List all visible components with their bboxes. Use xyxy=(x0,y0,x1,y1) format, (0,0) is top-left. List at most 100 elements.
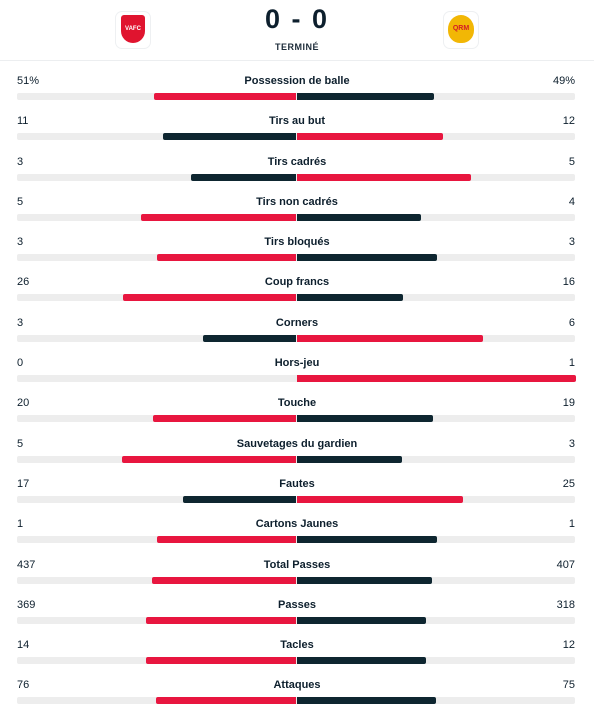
stat-away-bar xyxy=(297,697,436,705)
stat-home-bar xyxy=(145,657,296,665)
stat-home-value: 26 xyxy=(17,276,30,289)
stat-row: 11 Tirs au but 12 xyxy=(0,112,594,152)
stat-row: 3 Corners 6 xyxy=(0,314,594,354)
stat-bar-track xyxy=(17,536,575,544)
away-crest-text: QRM xyxy=(452,25,470,32)
stat-home-bar xyxy=(152,415,296,423)
stat-home-value: 5 xyxy=(17,195,24,208)
stat-home-bar xyxy=(156,254,296,262)
stat-home-value: 369 xyxy=(17,598,36,611)
stat-home-bar xyxy=(162,133,296,141)
stat-home-bar xyxy=(123,294,296,302)
stat-bar-track xyxy=(17,93,575,100)
stat-label: Tirs bloqués xyxy=(264,236,330,249)
stat-label: Corners xyxy=(275,316,319,329)
stat-label: Sauvetages du gardien xyxy=(236,437,358,450)
stat-away-bar xyxy=(297,616,427,624)
stat-label: Fautes xyxy=(279,477,315,490)
stat-row: 51% Possession de balle 49% xyxy=(0,72,594,112)
stat-row: 17 Fautes 25 xyxy=(0,475,594,515)
stat-away-bar xyxy=(297,657,426,665)
stat-label: Touche xyxy=(277,397,317,410)
stats-list: 51% Possession de balle 49% 11 Tirs au but 12… xyxy=(0,72,594,717)
stat-row: 5 Tirs non cadrés 4 xyxy=(0,193,594,233)
stat-away-bar xyxy=(297,213,421,221)
stat-away-value: 3 xyxy=(568,437,575,450)
stat-home-bar xyxy=(146,616,296,624)
stat-away-bar xyxy=(297,536,437,544)
stat-home-bar xyxy=(153,93,296,100)
stat-label: Possession de balle xyxy=(244,75,350,87)
stat-label: Tirs au but xyxy=(268,115,326,128)
stat-away-bar xyxy=(297,495,464,503)
stat-bar-track xyxy=(17,616,575,624)
stat-home-bar xyxy=(183,495,296,503)
stat-row: 1 Cartons Jaunes 1 xyxy=(0,515,594,555)
stat-bar-track xyxy=(17,657,575,665)
stat-away-bar xyxy=(297,93,434,100)
stat-home-bar xyxy=(191,173,296,181)
stat-label: Total Passes xyxy=(263,558,331,571)
stat-home-value: 11 xyxy=(17,115,29,128)
stat-away-value: 6 xyxy=(568,316,575,329)
stat-away-bar xyxy=(297,455,402,463)
stat-label: Passes xyxy=(278,598,316,611)
stat-label: Tirs cadrés xyxy=(267,155,327,168)
stat-row: 14 Tacles 12 xyxy=(0,636,594,676)
stat-away-bar xyxy=(297,415,433,423)
match-score: 0 - 0 xyxy=(264,4,330,34)
stat-bar-track xyxy=(17,294,575,302)
stat-bar-track xyxy=(17,213,575,221)
stat-away-value: 5 xyxy=(568,155,575,168)
stat-label: Tirs non cadrés xyxy=(256,195,338,208)
away-team-crest[interactable]: QRM xyxy=(444,12,478,48)
stat-row: 20 Touche 19 xyxy=(0,394,594,434)
stat-label: Coup francs xyxy=(264,276,330,289)
stat-home-bar xyxy=(151,576,296,584)
stat-away-value: 75 xyxy=(562,679,575,692)
stat-bar-track xyxy=(17,415,575,423)
stat-label: Cartons Jaunes xyxy=(255,518,339,531)
stat-bar-track xyxy=(17,375,576,383)
stat-away-value: 12 xyxy=(562,639,575,652)
away-crest-badge-icon: QRM xyxy=(448,15,474,43)
home-team-crest[interactable]: VAFC xyxy=(116,12,150,48)
stat-away-value: 25 xyxy=(562,477,575,490)
stat-row: 0 Hors-jeu 1 xyxy=(0,354,594,394)
home-crest-shield-icon: VAFC xyxy=(121,15,145,43)
stat-bar-track xyxy=(17,133,575,141)
stat-away-value: 49% xyxy=(552,75,575,87)
stat-away-bar xyxy=(297,294,404,302)
stat-away-value: 12 xyxy=(562,115,575,128)
stat-home-bar xyxy=(203,334,296,342)
home-crest-text: VAFC xyxy=(125,26,141,32)
stat-home-value: 51% xyxy=(17,75,40,87)
stat-away-bar xyxy=(297,254,437,262)
stat-label: Tacles xyxy=(280,639,314,652)
stat-bar-track xyxy=(17,334,575,342)
stat-away-bar xyxy=(297,576,432,584)
stat-away-value: 318 xyxy=(556,598,575,611)
stat-row: 3 Tirs cadrés 5 xyxy=(0,153,594,193)
stat-home-bar xyxy=(155,697,296,705)
stat-row: 369 Passes 318 xyxy=(0,596,594,636)
stat-bar-track xyxy=(17,576,575,584)
stat-home-value: 437 xyxy=(17,558,36,571)
match-header: VAFC 0 - 0 TERMINÉ QRM xyxy=(0,0,594,61)
stat-home-value: 76 xyxy=(17,679,30,692)
stat-home-bar xyxy=(121,455,296,463)
stat-row: 3 Tirs bloqués 3 xyxy=(0,233,594,273)
stat-away-value: 1 xyxy=(568,518,575,531)
stat-home-value: 3 xyxy=(17,316,24,329)
stat-row: 26 Coup francs 16 xyxy=(0,273,594,313)
match-status: TERMINÉ xyxy=(275,42,319,52)
stat-away-bar xyxy=(297,334,483,342)
stat-bar-track xyxy=(17,495,575,503)
stat-row: 76 Attaques 75 xyxy=(0,676,594,716)
stat-away-bar xyxy=(297,133,443,141)
stat-home-value: 17 xyxy=(17,477,30,490)
stat-home-value: 0 xyxy=(17,357,24,370)
stat-home-bar xyxy=(156,536,296,544)
stat-away-value: 16 xyxy=(562,276,575,289)
stat-away-value: 1 xyxy=(568,357,575,370)
